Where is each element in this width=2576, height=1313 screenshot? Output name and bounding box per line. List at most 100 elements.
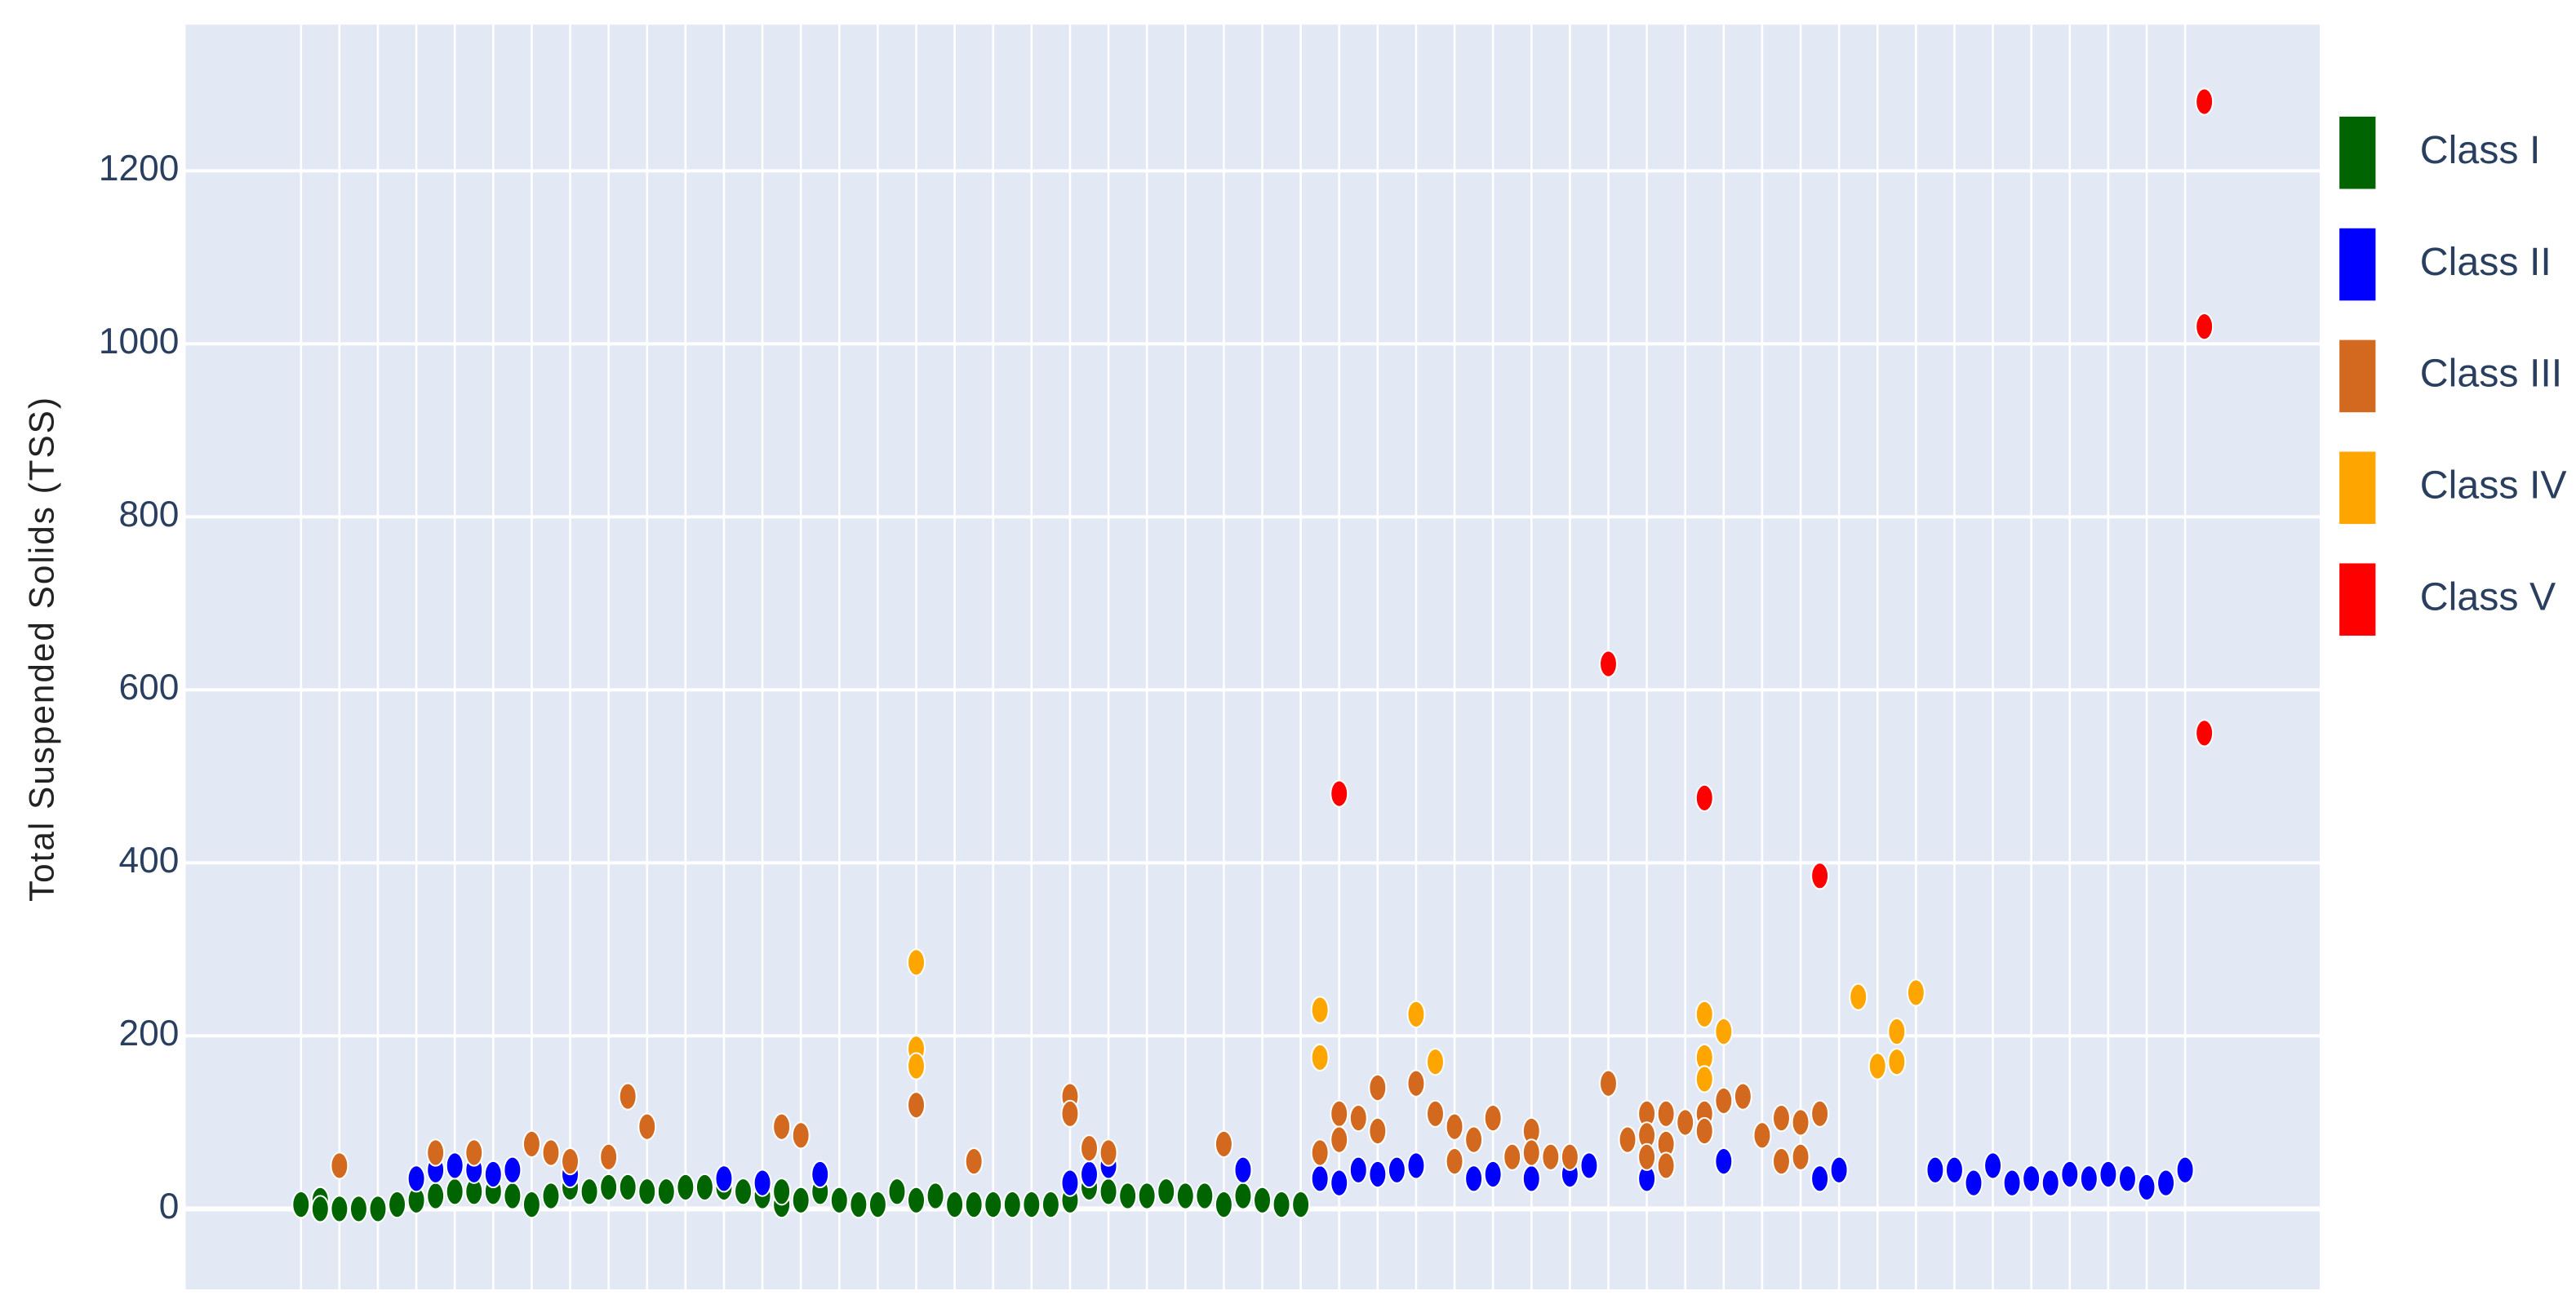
point xyxy=(1214,1191,1233,1219)
point xyxy=(2137,1173,2156,1202)
point xyxy=(1175,1182,1195,1210)
point xyxy=(1983,1151,2003,1180)
point xyxy=(1483,1104,1503,1133)
point xyxy=(541,1138,561,1167)
point xyxy=(811,1160,830,1189)
point xyxy=(2079,1164,2099,1193)
legend-label: Class I xyxy=(2420,128,2541,172)
y-tick-label: 800 xyxy=(119,495,180,535)
point xyxy=(561,1147,580,1176)
point xyxy=(734,1178,753,1206)
point xyxy=(984,1191,1003,1219)
point xyxy=(637,1178,657,1206)
point xyxy=(426,1182,446,1210)
point xyxy=(406,1164,426,1193)
point xyxy=(1195,1182,1215,1210)
point xyxy=(907,948,926,977)
point xyxy=(964,1147,984,1176)
point xyxy=(1503,1142,1522,1171)
point xyxy=(522,1129,541,1159)
point xyxy=(1810,1164,1830,1193)
point xyxy=(1330,1125,1349,1154)
legend-label: Class V xyxy=(2420,574,2556,619)
point xyxy=(1694,783,1714,813)
y-tick-label: 1000 xyxy=(99,322,179,362)
point xyxy=(2099,1160,2118,1189)
point xyxy=(1676,1108,1695,1137)
point xyxy=(1772,1147,1791,1176)
point xyxy=(2175,1156,2195,1184)
point xyxy=(907,1091,926,1120)
point xyxy=(599,1142,619,1171)
points xyxy=(291,87,2214,1223)
legend-swatch xyxy=(2339,116,2376,189)
point xyxy=(330,1151,349,1180)
point xyxy=(1887,1048,1907,1076)
point xyxy=(1348,1104,1368,1133)
point xyxy=(1310,996,1330,1024)
point xyxy=(1599,1069,1618,1098)
point xyxy=(1406,1151,1426,1180)
legend-label: Class II xyxy=(2420,240,2552,284)
point xyxy=(503,1156,522,1184)
point xyxy=(445,1151,464,1180)
point xyxy=(349,1195,368,1223)
point xyxy=(676,1173,695,1202)
point xyxy=(1233,1156,1253,1184)
grid xyxy=(185,24,2321,1290)
point xyxy=(2117,1164,2137,1193)
legend-swatch xyxy=(2339,228,2376,301)
legend: Class I Class II Class III Class IV Class V xyxy=(2339,116,2567,636)
point xyxy=(714,1164,734,1193)
legend-label: Class III xyxy=(2420,352,2562,396)
point xyxy=(1080,1134,1099,1163)
point xyxy=(1272,1191,1291,1219)
point xyxy=(2022,1164,2041,1193)
point xyxy=(1925,1156,1945,1184)
point xyxy=(1694,1000,1714,1029)
point xyxy=(1060,1099,1080,1128)
legend-swatch xyxy=(2339,563,2376,636)
legend-label: Class IV xyxy=(2420,464,2567,508)
point xyxy=(2195,719,2214,747)
y-tick-label: 200 xyxy=(119,1014,180,1054)
point xyxy=(2156,1169,2176,1197)
point xyxy=(1810,862,1830,890)
point xyxy=(907,1186,926,1214)
point xyxy=(1426,1099,1445,1128)
point xyxy=(291,1191,311,1219)
point xyxy=(580,1178,599,1206)
y-axis-title: Total Suspended Solids (TSS) xyxy=(23,396,61,902)
point xyxy=(1791,1108,1810,1137)
point xyxy=(2041,1169,2060,1197)
point xyxy=(1656,1099,1676,1128)
point xyxy=(1137,1182,1157,1210)
point xyxy=(1694,1065,1714,1093)
legend-swatch xyxy=(2339,339,2376,413)
point xyxy=(618,1173,637,1202)
point xyxy=(868,1191,887,1219)
point xyxy=(368,1195,388,1223)
point xyxy=(1560,1142,1579,1171)
point xyxy=(1714,1086,1734,1116)
point xyxy=(1714,1147,1734,1176)
point xyxy=(1887,1018,1907,1046)
point xyxy=(1483,1160,1503,1189)
point xyxy=(1618,1125,1637,1154)
point xyxy=(1849,983,1868,1011)
point xyxy=(791,1121,811,1150)
point xyxy=(1599,650,1618,678)
point xyxy=(445,1178,464,1206)
point xyxy=(1214,1129,1233,1159)
point xyxy=(464,1138,484,1167)
point xyxy=(887,1178,907,1206)
point xyxy=(695,1173,714,1202)
point xyxy=(907,1052,926,1080)
point xyxy=(1426,1048,1445,1076)
point xyxy=(753,1169,772,1197)
point xyxy=(1310,1164,1330,1193)
point xyxy=(1348,1156,1368,1184)
plot-area xyxy=(185,24,2321,1290)
point xyxy=(1310,1138,1330,1167)
point xyxy=(522,1191,541,1219)
